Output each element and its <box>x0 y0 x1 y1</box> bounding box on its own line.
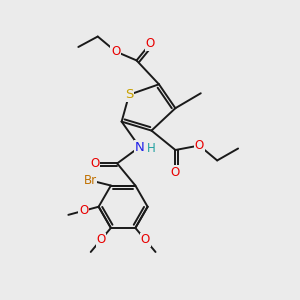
Text: O: O <box>171 166 180 179</box>
Text: H: H <box>147 142 156 155</box>
Text: O: O <box>79 204 88 217</box>
Text: O: O <box>96 233 106 246</box>
Text: O: O <box>195 139 204 152</box>
Text: O: O <box>111 45 120 58</box>
Text: O: O <box>141 233 150 246</box>
Text: O: O <box>146 38 154 50</box>
Text: O: O <box>90 157 99 170</box>
Text: S: S <box>125 88 133 101</box>
Text: N: N <box>135 140 144 154</box>
Text: Br: Br <box>83 174 97 187</box>
